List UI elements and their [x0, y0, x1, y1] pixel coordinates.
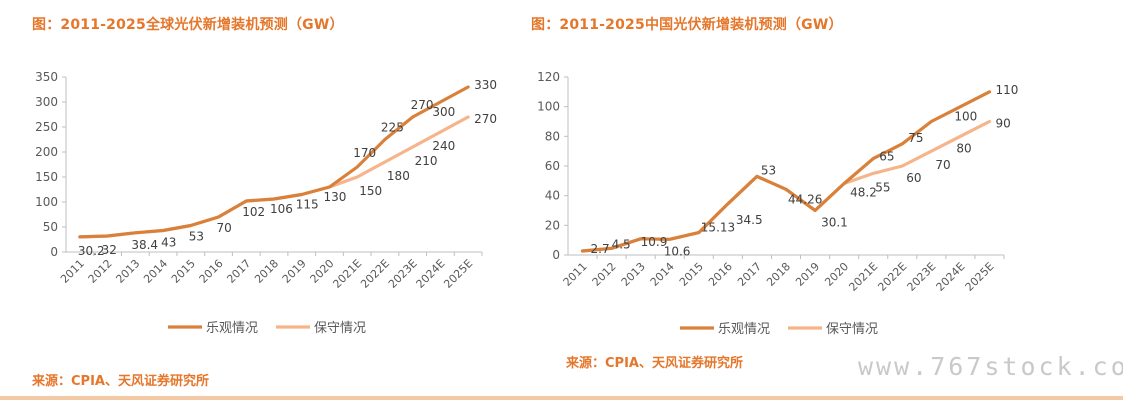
x-tick-label: 2024E: [934, 260, 968, 294]
optimistic-series-line: [580, 90, 992, 253]
data-label: 150: [359, 184, 382, 198]
data-label: 80: [956, 141, 971, 155]
data-label: 240: [432, 139, 455, 153]
optimistic-series-line: [78, 85, 470, 239]
bottom-rule: [0, 396, 1123, 400]
data-label: 110: [995, 83, 1018, 97]
y-tick-label: 20: [545, 218, 560, 232]
data-label: 270: [411, 98, 434, 112]
data-label: 70: [217, 221, 232, 235]
data-label: 30.1: [821, 215, 848, 229]
y-tick-label: 40: [545, 189, 560, 203]
x-tick-label: 2011: [561, 260, 590, 289]
y-tick-label: 120: [537, 70, 560, 84]
data-label: 48.2: [850, 186, 877, 200]
data-label: 70: [935, 158, 950, 172]
y-tick-label: 350: [35, 70, 58, 84]
y-tick-label: 250: [35, 120, 58, 134]
data-label: 130: [323, 190, 346, 204]
data-label: 60: [906, 171, 921, 185]
data-label: 300: [432, 105, 455, 119]
y-tick-label: 100: [35, 195, 58, 209]
data-label: 55: [875, 180, 890, 194]
global-pv-chart: 0501001502002503003502011201220132014201…: [35, 70, 497, 336]
x-tick-label: 2012: [590, 260, 619, 289]
data-label: 53: [189, 230, 204, 244]
legend-conservative-label: 保守情况: [826, 322, 878, 337]
x-tick-label: 2021E: [846, 260, 880, 294]
data-label: 65: [879, 150, 894, 164]
data-label: 2.7: [591, 242, 610, 256]
data-label: 38.4: [131, 238, 158, 252]
data-label: 90: [995, 117, 1010, 131]
conservative-series-line: [580, 119, 992, 253]
y-tick-label: 100: [537, 100, 560, 114]
y-tick-label: 60: [545, 159, 560, 173]
y-tick-label: 0: [50, 245, 58, 259]
x-tick-label: 2013: [619, 260, 648, 289]
x-tick-label: 2019: [793, 260, 822, 289]
data-label: 100: [954, 110, 977, 124]
data-label: 53: [761, 163, 776, 177]
data-label: 210: [415, 154, 438, 168]
data-label: 30.2: [78, 244, 105, 258]
y-tick-label: 80: [545, 129, 560, 143]
data-label: 34.5: [736, 213, 763, 227]
right-source-note: 来源：CPIA、天风证券研究所: [566, 356, 743, 371]
right-chart-title: 图：2011-2025中国光伏新增装机预测（GW）: [531, 17, 843, 33]
x-tick-label: 2015: [677, 260, 706, 289]
data-label: 225: [381, 121, 404, 135]
site-watermark: www.767stock.com: [858, 352, 1123, 381]
y-tick-label: 200: [35, 145, 58, 159]
x-tick-label: 2016: [706, 260, 735, 289]
y-tick-label: 300: [35, 95, 58, 109]
y-tick-label: 150: [35, 170, 58, 184]
legend-optimistic-label: 乐观情况: [206, 321, 258, 336]
data-label: 4.5: [612, 237, 631, 251]
legend-optimistic-label: 乐观情况: [718, 322, 770, 337]
data-label: 15.13: [701, 221, 735, 235]
data-label: 106: [270, 202, 293, 216]
data-label: 115: [296, 198, 319, 212]
x-tick-label: 2025E: [963, 260, 997, 294]
data-label: 44.26: [788, 192, 822, 206]
data-label: 270: [474, 112, 497, 126]
data-label: 43: [161, 236, 176, 250]
y-tick-label: 50: [43, 220, 58, 234]
left-chart-title: 图：2011-2025全球光伏新增装机预测（GW）: [32, 17, 344, 33]
x-tick-label: 2022E: [875, 260, 909, 294]
data-label: 32: [102, 243, 117, 257]
data-label: 102: [242, 205, 265, 219]
data-label: 75: [908, 131, 923, 145]
data-label: 170: [353, 146, 376, 160]
data-label: 10.6: [664, 244, 691, 258]
y-tick-label: 0: [552, 248, 560, 262]
data-label: 330: [474, 78, 497, 92]
legend-conservative-label: 保守情况: [314, 321, 366, 336]
x-tick-label: 2023E: [905, 260, 939, 294]
data-label: 10.9: [641, 235, 668, 249]
x-tick-label: 2017: [735, 260, 764, 289]
left-source-note: 来源：CPIA、天风证券研究所: [32, 374, 209, 389]
data-label: 180: [387, 169, 410, 183]
x-tick-label: 2018: [764, 260, 793, 289]
x-tick-label: 2014: [648, 260, 677, 289]
